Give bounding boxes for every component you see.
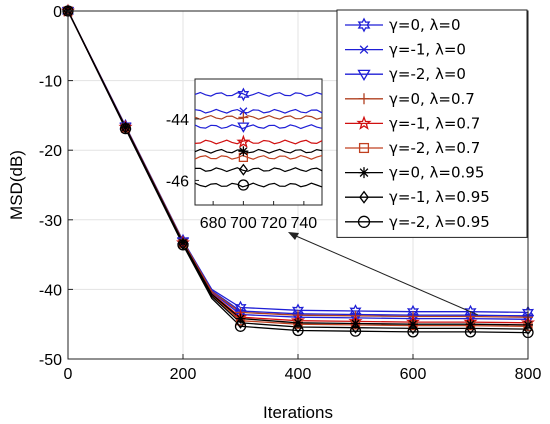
legend-label-8: γ=-1, λ=0.95 [389, 188, 490, 206]
inset-x-tick-label: 700 [230, 215, 257, 232]
legend-label-4: γ=0, λ=0.7 [389, 90, 475, 108]
series-7-marker [178, 237, 188, 248]
series-9-marker [349, 325, 362, 337]
inset-series-7-marker [238, 146, 249, 157]
legend-label-5: γ=-1, λ=0.7 [389, 114, 480, 132]
inset-series-3-marker [237, 122, 250, 133]
series-8-marker [293, 320, 303, 334]
zoom-arrowhead [288, 232, 299, 240]
inset-series-8-marker [238, 163, 248, 176]
legend-marker-4 [358, 93, 370, 105]
inset-series-5-marker [236, 134, 251, 148]
legend-label-7: γ=0, λ=0.95 [389, 164, 484, 182]
inset-series-4-marker [238, 112, 249, 123]
y-tick-label: -30 [39, 213, 62, 230]
series-7-marker [120, 122, 131, 133]
legend-label-2: γ=-1, λ=0 [389, 41, 466, 59]
legend-label-9: γ=-2, λ=0.95 [389, 213, 490, 231]
inset-series-1-marker [237, 87, 250, 102]
legend-label-6: γ=-2, λ=0.7 [389, 139, 480, 157]
legend-label-1: γ=0, λ=0 [389, 16, 461, 34]
y-tick-label: -10 [39, 74, 62, 91]
inset-series-line-6 [194, 154, 323, 160]
series-8-marker [235, 316, 246, 329]
zoom-arrow-line [295, 235, 479, 316]
x-tick-label: 400 [285, 366, 312, 383]
series-9-marker [464, 326, 477, 338]
legend-label-3: γ=-2, λ=0 [389, 65, 466, 83]
inset-series-line-3 [194, 124, 323, 130]
series-8-marker [350, 321, 361, 334]
y-tick-label: -50 [39, 352, 62, 369]
inset-series-9-marker [237, 179, 250, 191]
inset-series-line-8 [195, 167, 323, 173]
series-8-marker [465, 322, 476, 335]
inset-series-line-7 [194, 148, 323, 154]
inset-x-tick-label: 740 [291, 215, 318, 232]
inset-series-line-9 [194, 182, 323, 188]
inset-series-line-5 [194, 139, 323, 145]
legend-marker-9 [357, 215, 371, 228]
inset-y-tick-label: -44 [166, 112, 189, 129]
series-line-9 [67, 10, 529, 334]
inset-series-line-4 [194, 114, 323, 120]
series-9-marker [234, 320, 247, 332]
y-axis-label: MSD(dB) [7, 150, 26, 220]
y-tick-label: 0 [53, 4, 62, 21]
legend-marker-7 [358, 167, 370, 179]
zoom-inset: 680 700 720 740 -44 -46 [166, 78, 323, 232]
series-8-marker [120, 121, 131, 135]
x-axis-label: Iterations [263, 403, 333, 422]
y-tick-label: -20 [39, 143, 62, 160]
legend-marker-1 [357, 17, 371, 33]
legend: γ=0, λ=0 γ=-1, λ=0 γ=-2, λ=0 γ=0, λ=0.7 γ=-1… [336, 9, 528, 238]
inset-x-tick-label: 720 [260, 215, 287, 232]
x-tick-label: 600 [400, 366, 427, 383]
series-lines [67, 10, 529, 334]
legend-marker-2 [359, 45, 369, 54]
legend-marker-5 [356, 115, 372, 130]
x-tick-label: 800 [515, 366, 542, 383]
inset-x-tick-label: 680 [200, 215, 227, 232]
inset-series-2-marker [239, 107, 248, 116]
inset-y-tick-label: -46 [166, 173, 189, 190]
series-9-marker [407, 326, 419, 338]
legend-marker-6 [358, 142, 370, 154]
inset-series-line-2 [194, 108, 323, 114]
series-8-marker [408, 322, 418, 335]
series-9-marker [177, 239, 189, 251]
axis-ticks: 0 200 400 600 800 0 -10 -20 -30 -40 -50 [39, 4, 542, 383]
series-9-marker [292, 324, 304, 337]
series-9-marker [119, 122, 132, 135]
x-tick-label: 200 [170, 366, 197, 383]
series-8-marker [178, 238, 188, 251]
legend-marker-8 [359, 190, 369, 204]
y-tick-label: -40 [39, 282, 62, 299]
x-tick-label: 0 [64, 366, 73, 383]
inset-series-line-1 [194, 91, 323, 97]
legend-marker-3 [357, 69, 371, 81]
